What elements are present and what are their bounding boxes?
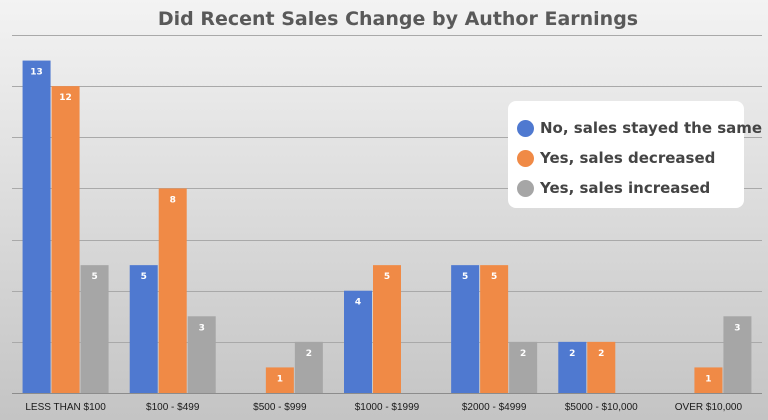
bar-value-label: 2 bbox=[520, 349, 526, 359]
bar bbox=[509, 341, 538, 393]
bar-value-label: 5 bbox=[91, 272, 97, 282]
legend-label: Yes, sales increased bbox=[540, 179, 711, 197]
bar-value-label: 5 bbox=[141, 272, 147, 282]
bar-value-label: 2 bbox=[598, 349, 604, 359]
bar bbox=[587, 341, 616, 393]
bar-value-label: 5 bbox=[491, 272, 497, 282]
bar bbox=[158, 188, 187, 393]
x-tick-label: $1000 - $1999 bbox=[355, 402, 420, 413]
bar-value-label: 5 bbox=[462, 272, 468, 282]
x-tick-label: $2000 - $4999 bbox=[462, 402, 527, 413]
bar bbox=[480, 265, 509, 393]
x-tick-label: $5000 - $10,000 bbox=[565, 402, 638, 413]
bar bbox=[294, 341, 323, 393]
bar bbox=[344, 290, 372, 393]
bar-value-label: 12 bbox=[59, 93, 72, 103]
legend-dot-icon bbox=[517, 119, 534, 137]
x-tick-label: LESS THAN $100 bbox=[25, 402, 106, 413]
x-tick-label: OVER $10,000 bbox=[675, 402, 743, 413]
bar bbox=[80, 265, 109, 393]
bar bbox=[558, 341, 587, 393]
chart-title: Did Recent Sales Change by Author Earnin… bbox=[158, 8, 638, 30]
bar bbox=[723, 316, 752, 393]
legend-dot-icon bbox=[517, 149, 534, 167]
legend-item-decreased: Yes, sales decreased bbox=[517, 143, 744, 173]
legend: No, sales stayed the same Yes, sales dec… bbox=[508, 101, 762, 208]
x-tick-labels: LESS THAN $100 $100 - $499 $500 - $999 $100… bbox=[25, 402, 742, 413]
bar-value-label: 1 bbox=[277, 374, 283, 384]
bar-value-label: 5 bbox=[384, 272, 390, 282]
bar-value-label: 4 bbox=[355, 298, 361, 308]
bar-value-label: 3 bbox=[199, 323, 205, 333]
bar-value-label: 8 bbox=[170, 195, 176, 205]
bar bbox=[187, 316, 216, 393]
bar-value-label: 3 bbox=[734, 323, 740, 333]
legend-dot-icon bbox=[517, 179, 534, 197]
bars bbox=[22, 60, 752, 394]
bar bbox=[51, 86, 80, 394]
bar bbox=[373, 265, 401, 393]
bar-value-label: 1 bbox=[705, 374, 711, 384]
bar-value-label: 13 bbox=[30, 68, 43, 78]
bar bbox=[129, 265, 158, 393]
bar bbox=[451, 265, 480, 393]
legend-item-increased: Yes, sales increased bbox=[517, 173, 744, 203]
bar-value-label: 2 bbox=[569, 349, 575, 359]
x-tick-label: $500 - $999 bbox=[253, 402, 307, 413]
bar bbox=[694, 367, 723, 393]
legend-label: Yes, sales decreased bbox=[540, 149, 716, 167]
bar-value-label: 2 bbox=[306, 349, 312, 359]
bar bbox=[265, 367, 294, 393]
legend-item-same: No, sales stayed the same bbox=[517, 113, 762, 143]
x-tick-label: $100 - $499 bbox=[146, 402, 200, 413]
legend-label: No, sales stayed the same bbox=[540, 119, 763, 137]
bar bbox=[22, 60, 51, 393]
